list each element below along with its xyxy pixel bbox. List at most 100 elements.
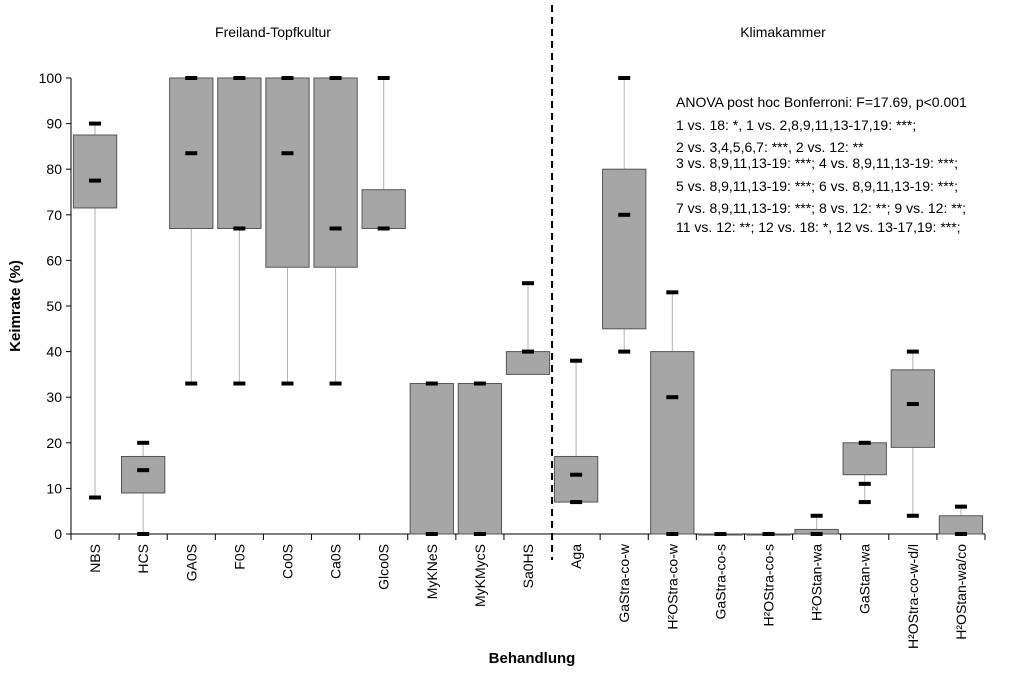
box-plot-11	[602, 76, 647, 354]
box-plot-6	[361, 76, 406, 231]
box-marker	[714, 532, 727, 536]
box-marker	[858, 481, 871, 486]
box-marker	[858, 500, 871, 505]
box-iqr	[505, 351, 551, 375]
x-tick-label: H²OStra-co-s	[761, 544, 777, 626]
x-axis: NBS HCS GA0S F0S Co0S Ca0S Glco0S MyKNeS MyKMycS…	[70, 533, 986, 649]
box-marker	[137, 468, 150, 473]
box-marker	[89, 178, 102, 183]
y-tick-label: 40	[46, 344, 62, 360]
box-plot-18	[938, 504, 984, 536]
y-tick-label: 0	[54, 526, 62, 542]
box-marker	[858, 440, 871, 445]
x-tick-label: Sa0HS	[520, 544, 536, 588]
x-tick-label: NBS	[87, 544, 103, 573]
box-iqr	[72, 134, 118, 209]
box-marker	[762, 532, 775, 536]
box-marker	[185, 381, 198, 386]
anova-annotation: ANOVA post hoc Bonferroni: F=17.69, p<0.…	[676, 94, 967, 235]
box-plot-2	[169, 76, 214, 386]
box-iqr	[121, 455, 166, 494]
box-iqr	[890, 369, 935, 448]
box-plot-8	[457, 381, 503, 536]
box-marker	[89, 121, 102, 126]
box-plot-12	[650, 290, 695, 536]
panel-title-right: Klimakammer	[740, 24, 826, 40]
box-marker	[522, 281, 534, 286]
y-tick-label: 50	[46, 298, 62, 314]
box-marker	[329, 76, 342, 80]
box-marker	[329, 381, 342, 386]
box-marker	[281, 151, 294, 156]
box-marker	[810, 513, 823, 518]
x-tick-label: HCS	[135, 544, 151, 574]
box-marker	[233, 226, 246, 231]
y-tick-label: 100	[39, 70, 63, 86]
box-marker	[954, 532, 967, 536]
box-marker	[137, 532, 150, 536]
annotation-line: ANOVA post hoc Bonferroni: F=17.69, p<0.…	[676, 94, 967, 110]
box-iqr	[361, 189, 406, 229]
box-marker	[281, 381, 294, 386]
box-marker	[954, 504, 967, 509]
box-marker	[233, 381, 246, 386]
box-iqr	[602, 168, 647, 330]
x-axis-title: Behandlung	[489, 650, 576, 667]
box-plot-5	[313, 76, 358, 386]
box-marker	[618, 76, 631, 80]
y-tick-label: 70	[46, 207, 62, 223]
box-plot-3	[217, 76, 262, 386]
y-tick-label: 60	[46, 252, 62, 268]
box-marker	[377, 226, 390, 231]
annotation-line: 7 vs. 8,9,11,13-19: ***; 8 vs. 12: **; 9…	[676, 200, 966, 216]
box-iqr	[842, 442, 887, 476]
x-tick-label: F0S	[231, 544, 247, 570]
y-tick-label: 10	[46, 480, 62, 496]
box-plot-9	[505, 281, 551, 375]
box-marker	[233, 76, 246, 80]
annotation-line: 5 vs. 8,9,11,13-19: ***; 6 vs. 8,9,11,13…	[676, 178, 958, 194]
annotation-line: 2 vs. 3,4,5,6,7: ***, 2 vs. 12: **	[676, 139, 864, 155]
box-marker	[329, 226, 342, 231]
box-plot-13	[698, 532, 743, 536]
box-marker	[906, 513, 919, 518]
x-tick-label: GaStra-co-s	[712, 544, 728, 619]
box-marker	[570, 500, 583, 505]
box-marker	[377, 76, 390, 80]
box-marker	[666, 532, 679, 536]
box-marker	[810, 532, 823, 536]
box-iqr	[217, 77, 262, 229]
annotation-line: 1 vs. 18: *, 1 vs. 2,8,9,11,13-17,19: **…	[676, 117, 916, 133]
box-plot-1	[121, 440, 166, 536]
box-plot-14	[746, 532, 791, 536]
annotation-line: 11 vs. 12: **; 12 vs. 18: *, 12 vs. 13-1…	[676, 219, 961, 235]
x-tick-label: H²OStan-wa	[809, 544, 825, 621]
box-plot-16	[842, 440, 887, 505]
x-tick-label: Glco0S	[376, 544, 392, 590]
x-tick-label: Ca0S	[328, 544, 344, 579]
box-iqr	[313, 77, 358, 268]
box-iqr	[553, 455, 599, 503]
box-marker	[425, 532, 438, 536]
box-marker	[425, 381, 438, 386]
box-marker	[185, 76, 198, 80]
box-plot-7	[409, 381, 454, 536]
box-marker	[281, 76, 294, 80]
y-axis: 0 10 20 30 40 50 60 70 80 90 100	[39, 70, 72, 542]
box-marker	[666, 395, 679, 400]
x-tick-label: MyKMycS	[472, 544, 488, 607]
annotation-line: 3 vs. 8,9,11,13-19: ***; 4 vs. 8,9,11,13…	[676, 155, 958, 171]
boxes	[72, 76, 984, 536]
x-tick-label: Co0S	[279, 544, 295, 579]
box-plot-4	[265, 76, 310, 386]
box-marker	[473, 381, 486, 386]
box-marker	[618, 349, 631, 354]
y-axis-title: Keimrate (%)	[7, 260, 24, 352]
x-tick-label: GaStra-co-w	[616, 543, 632, 622]
box-marker	[89, 495, 102, 500]
box-plot-17	[890, 349, 935, 518]
box-iqr	[457, 383, 503, 535]
y-tick-label: 30	[46, 389, 62, 405]
y-tick-label: 80	[46, 161, 62, 177]
